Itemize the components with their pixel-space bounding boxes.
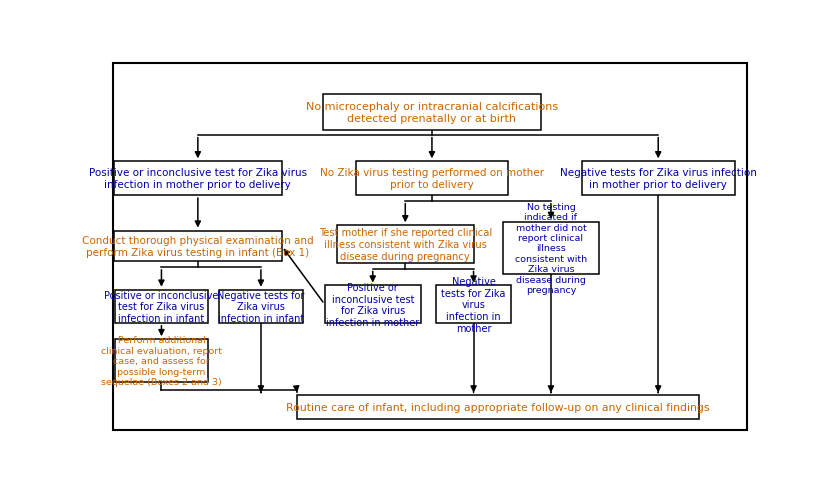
Text: No microcephaly or intracranial calcifications
detected prenatally or at birth: No microcephaly or intracranial calcific…	[306, 102, 558, 124]
Bar	[115, 290, 207, 323]
Bar	[114, 231, 282, 262]
Bar	[114, 162, 282, 196]
Bar	[115, 340, 207, 383]
Text: No testing
indicated if
mother did not
report clinical
illness
consistent with
Z: No testing indicated if mother did not r…	[515, 203, 587, 294]
Bar	[581, 162, 735, 196]
Text: Negative tests for Zika virus infection
in mother prior to delivery: Negative tests for Zika virus infection …	[560, 168, 757, 189]
Text: No Zika virus testing performed on mother
prior to delivery: No Zika virus testing performed on mothe…	[320, 168, 544, 189]
Text: Positive or
inconclusive test
for Zika virus
infection in mother: Positive or inconclusive test for Zika v…	[326, 283, 420, 327]
Text: Negative
tests for Zika
virus
infection in
mother: Negative tests for Zika virus infection …	[441, 277, 506, 333]
Bar	[323, 95, 541, 131]
Bar	[436, 286, 511, 324]
Bar	[219, 290, 303, 323]
Text: Conduct thorough physical examination and
perform Zika virus testing in infant (: Conduct thorough physical examination an…	[82, 236, 314, 257]
Text: Positive or inconclusive test for Zika virus
infection in mother prior to delive: Positive or inconclusive test for Zika v…	[89, 168, 307, 189]
Text: Perform additional
clinical evaluation, report
case, and assess for
possible lon: Perform additional clinical evaluation, …	[101, 336, 222, 386]
Bar	[337, 226, 473, 264]
Bar	[356, 162, 508, 196]
Text: Positive or inconclusive
test for Zika virus
infection in infant: Positive or inconclusive test for Zika v…	[104, 290, 219, 323]
Text: Negative tests for
Zika virus
infection in infant: Negative tests for Zika virus infection …	[217, 290, 305, 323]
Text: Routine care of infant, including appropriate follow-up on any clinical findings: Routine care of infant, including approp…	[286, 402, 709, 412]
Text: Test mother if she reported clinical
illness consistent with Zika virus
disease : Test mother if she reported clinical ill…	[319, 228, 492, 261]
Bar	[325, 286, 421, 324]
Bar	[503, 223, 599, 274]
Bar	[297, 396, 699, 419]
